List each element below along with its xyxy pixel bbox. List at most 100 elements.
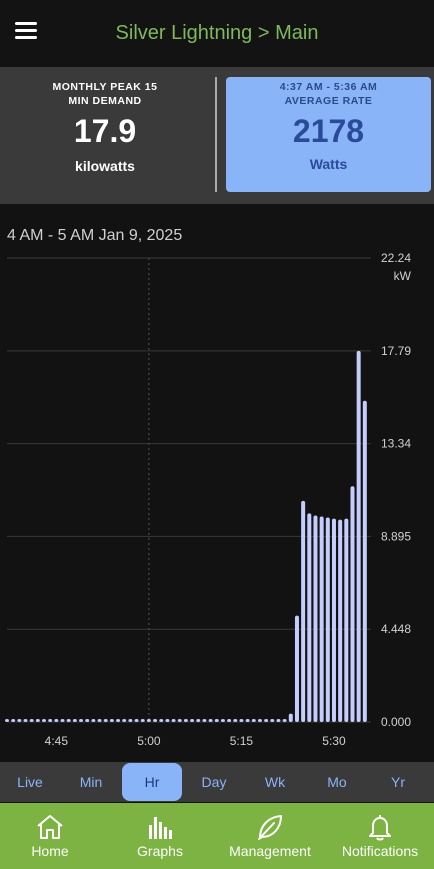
chart-bar[interactable] — [313, 515, 318, 722]
chart-bar[interactable] — [109, 719, 114, 722]
tab-day[interactable]: Day — [201, 774, 227, 790]
nav-management-label: Management — [229, 843, 311, 859]
chart-bar[interactable] — [146, 719, 151, 722]
chart-bar[interactable] — [362, 400, 367, 722]
chart-bar[interactable] — [134, 719, 139, 722]
monthly-peak-label: MONTHLY PEAK 15 MIN DEMAND — [0, 80, 210, 108]
average-rate-card[interactable]: 4:37 AM - 5:36 AM AVERAGE RATE 2178 Watt… — [226, 77, 431, 192]
chart-bar[interactable] — [356, 350, 361, 722]
home-icon — [37, 815, 63, 839]
chart-bar[interactable] — [350, 486, 355, 722]
chart-bar[interactable] — [103, 719, 108, 722]
chart-bar[interactable] — [270, 719, 275, 722]
chart-bar[interactable] — [288, 713, 293, 722]
chart-bar[interactable] — [66, 719, 71, 722]
page-title: Silver Lightning > Main — [115, 22, 319, 44]
chart-bar[interactable] — [72, 719, 77, 722]
x-tick-label: 5:00 — [137, 734, 161, 748]
monthly-peak-value: 17.9 — [73, 113, 137, 149]
monthly-peak-label-line2: MIN DEMAND — [68, 95, 142, 107]
chart-bar[interactable] — [159, 719, 164, 722]
chart-bar[interactable] — [23, 719, 28, 722]
chart-bar[interactable] — [97, 719, 102, 722]
bell-icon — [369, 815, 391, 841]
chart-bar[interactable] — [140, 719, 145, 722]
period-tabs: Live Min Hr Day Wk Mo Yr — [0, 762, 434, 802]
tab-hr[interactable]: Hr — [122, 763, 182, 801]
chart-bar[interactable] — [91, 719, 96, 722]
power-chart[interactable]: 22.24 17.79 13.34 8.895 4.448 0.000 kW 4:45 5:0… — [0, 250, 434, 760]
x-tick-label: 4:45 — [45, 734, 69, 748]
y-tick-label: 22.24 — [381, 251, 411, 265]
chart-bar[interactable] — [177, 719, 182, 722]
chart-bar[interactable] — [301, 500, 306, 722]
chart-bar[interactable] — [54, 719, 59, 722]
chart-bar[interactable] — [202, 719, 207, 722]
chart-bar[interactable] — [85, 719, 90, 722]
chart-bar[interactable] — [29, 719, 34, 722]
chart-bar[interactable] — [165, 719, 170, 722]
chart-bar[interactable] — [122, 719, 127, 722]
chart-bar[interactable] — [331, 518, 336, 722]
leaf-icon — [258, 815, 282, 840]
chart-bar[interactable] — [116, 719, 121, 722]
average-rate-unit: Watts — [309, 156, 348, 172]
chart-bar[interactable] — [79, 719, 84, 722]
chart-bar[interactable] — [251, 719, 256, 722]
chart-bar[interactable] — [294, 615, 299, 722]
chart-bar[interactable] — [239, 719, 244, 722]
monthly-peak-card: MONTHLY PEAK 15 MIN DEMAND 17.9 kilowatt… — [0, 77, 210, 192]
tab-live[interactable]: Live — [17, 774, 43, 790]
monthly-peak-unit: kilowatts — [75, 158, 135, 174]
chart-bar[interactable] — [344, 518, 349, 722]
chart-bar[interactable] — [35, 719, 40, 722]
y-tick-label: 13.34 — [381, 437, 411, 451]
average-rate-label: 4:37 AM - 5:36 AM AVERAGE RATE — [226, 80, 431, 108]
tab-min[interactable]: Min — [79, 774, 103, 790]
tab-wk[interactable]: Wk — [264, 774, 286, 790]
tab-yr[interactable]: Yr — [391, 774, 405, 790]
chart-bar[interactable] — [227, 719, 232, 722]
average-rate-time-range: 4:37 AM - 5:36 AM — [279, 81, 378, 93]
chart-bar[interactable] — [196, 719, 201, 722]
chart-bar[interactable] — [245, 719, 250, 722]
x-tick-label: 5:15 — [230, 734, 254, 748]
y-tick-label: 0.000 — [381, 715, 411, 729]
chart-bar[interactable] — [220, 719, 225, 722]
nav-graphs[interactable]: Graphs — [110, 803, 210, 869]
average-rate-label-line2: AVERAGE RATE — [284, 95, 373, 107]
chart-bar[interactable] — [319, 516, 324, 722]
chart-bar[interactable] — [338, 519, 343, 722]
nav-notifications-label: Notifications — [341, 843, 419, 859]
monthly-peak-label-line1: MONTHLY PEAK 15 — [52, 81, 158, 93]
chart-bar[interactable] — [264, 719, 269, 722]
chart-bar[interactable] — [282, 719, 287, 722]
chart-bar[interactable] — [214, 719, 219, 722]
nav-home[interactable]: Home — [0, 803, 100, 869]
chart-bar[interactable] — [17, 719, 22, 722]
chart-bar[interactable] — [60, 719, 65, 722]
chart-bar[interactable] — [183, 719, 188, 722]
chart-bar[interactable] — [233, 719, 238, 722]
menu-icon[interactable] — [12, 22, 40, 44]
chart-bar[interactable] — [276, 719, 281, 722]
nav-management[interactable]: Management — [220, 803, 320, 869]
chart-bar[interactable] — [128, 719, 133, 722]
chart-bar[interactable] — [153, 719, 158, 722]
chart-bar[interactable] — [307, 513, 312, 722]
chart-bar[interactable] — [48, 719, 53, 722]
chart-bar[interactable] — [257, 719, 262, 722]
bottom-nav: Home Graphs Management Notifications — [0, 803, 434, 869]
chart-bar[interactable] — [325, 517, 330, 722]
chart-bar[interactable] — [5, 719, 9, 722]
app-header: Silver Lightning > Main — [0, 0, 434, 67]
nav-home-label: Home — [31, 843, 69, 859]
chart-bar[interactable] — [11, 719, 16, 722]
chart-bar[interactable] — [190, 719, 195, 722]
nav-notifications[interactable]: Notifications — [330, 803, 430, 869]
chart-bar[interactable] — [171, 719, 176, 722]
y-tick-label: 17.79 — [381, 344, 411, 358]
chart-bar[interactable] — [208, 719, 213, 722]
tab-mo[interactable]: Mo — [327, 774, 347, 790]
chart-bar[interactable] — [42, 719, 47, 722]
